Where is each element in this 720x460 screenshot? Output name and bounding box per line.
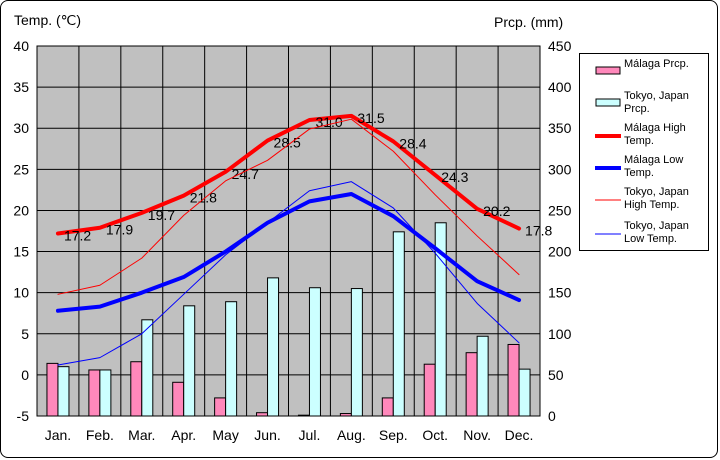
left-axis-title: Temp. (℃): [14, 12, 82, 28]
x-tick-label: Sep.: [379, 427, 408, 443]
legend-item: Tokyo, Japan High Temp.: [580, 184, 710, 224]
legend-swatch: [595, 233, 621, 235]
bar-malaga-prcp: [46, 362, 59, 417]
bar-malaga-prcp: [381, 397, 394, 417]
bar-tokyo-prcp: [350, 288, 363, 417]
bar-malaga-prcp: [172, 381, 185, 417]
x-tick-label: Apr.: [171, 427, 196, 443]
bar-tokyo-prcp: [99, 369, 112, 417]
legend-item: Málaga High Temp.: [580, 120, 710, 160]
y-right-tick-label: 150: [548, 285, 572, 301]
bar-malaga-prcp: [88, 369, 101, 417]
legend-swatch: [595, 98, 621, 107]
series-line-2: [57, 118, 520, 295]
data-label: 24.3: [441, 169, 468, 185]
bar-tokyo-prcp: [518, 368, 531, 417]
y-right-tick-label: 100: [548, 326, 572, 342]
legend-swatch: [595, 166, 621, 170]
bar-tokyo-prcp: [267, 277, 280, 417]
legend-label: Málaga High Temp.: [624, 122, 686, 147]
legend-item: Málaga Low Temp.: [580, 152, 710, 192]
y-right-tick-label: 200: [548, 244, 572, 260]
bar-malaga-prcp: [423, 363, 436, 417]
x-tick-label: Jan.: [45, 427, 71, 443]
bar-malaga-prcp: [214, 397, 227, 417]
x-tick-label: Feb.: [86, 427, 114, 443]
series-line-3: [57, 181, 520, 366]
bar-malaga-prcp: [465, 352, 478, 417]
data-label: 28.5: [274, 135, 301, 151]
y-right-tick-label: 50: [548, 367, 564, 383]
legend-label: Málaga Low Temp.: [624, 154, 684, 179]
bar-malaga-prcp: [507, 343, 520, 417]
legend-label: Málaga Prcp.: [624, 58, 689, 70]
legend-label: Tokyo, Japan High Temp.: [624, 186, 689, 211]
legend-item: Málaga Prcp.: [580, 56, 710, 96]
y-left-tick-label: 5: [21, 326, 29, 342]
data-label: 20.2: [483, 203, 510, 219]
x-tick-label: Jun.: [254, 427, 280, 443]
bar-malaga-prcp: [130, 361, 143, 417]
legend-swatch: [595, 66, 621, 75]
y-right-tick-label: 400: [548, 79, 572, 95]
y-left-tick-label: 25: [13, 161, 29, 177]
series-line-1: [55, 192, 522, 313]
data-label: 31.5: [357, 110, 384, 126]
legend-label: Tokyo, Japan Low Temp.: [624, 220, 689, 245]
y-left-tick-label: 0: [21, 367, 29, 383]
y-left-tick-label: 20: [13, 202, 29, 218]
data-label: 28.4: [399, 135, 426, 151]
y-left-tick-label: 35: [13, 79, 29, 95]
y-left-tick-label: 15: [13, 244, 29, 260]
legend-swatch: [595, 134, 621, 138]
x-tick-label: Dec.: [505, 427, 534, 443]
x-tick-label: Nov.: [463, 427, 491, 443]
legend-label: Tokyo, Japan Prcp.: [624, 90, 689, 115]
y-left-tick-label: 40: [13, 38, 29, 54]
right-axis-title: Prcp. (mm): [494, 14, 564, 30]
x-tick-label: Jul.: [299, 427, 321, 443]
bar-tokyo-prcp: [392, 231, 405, 417]
plot-border: [36, 45, 541, 417]
bar-tokyo-prcp: [225, 301, 238, 417]
y-right-tick-label: 450: [548, 38, 572, 54]
y-left-tick-label: -5: [17, 408, 30, 424]
x-tick-label: May: [212, 427, 238, 443]
data-label: 24.7: [232, 166, 259, 182]
data-label: 17.9: [106, 222, 133, 238]
y-left-tick-label: 10: [13, 285, 29, 301]
legend-swatch: [595, 199, 621, 201]
y-left-tick-label: 30: [13, 120, 29, 136]
series-line-0: [55, 113, 522, 236]
bar-tokyo-prcp: [308, 287, 321, 417]
bar-tokyo-prcp: [183, 305, 196, 417]
bar-tokyo-prcp: [141, 319, 154, 417]
data-label: 19.7: [148, 207, 175, 223]
bar-tokyo-prcp: [476, 335, 489, 417]
y-right-tick-label: 350: [548, 120, 572, 136]
legend: Málaga Prcp. Tokyo, Japan Prcp. Málaga Hig…: [579, 53, 709, 251]
x-tick-label: Oct.: [422, 427, 448, 443]
y-right-tick-label: 250: [548, 202, 572, 218]
legend-item: Tokyo, Japan Prcp.: [580, 88, 710, 128]
legend-item: Tokyo, Japan Low Temp.: [580, 218, 710, 258]
x-tick-label: Mar.: [128, 427, 155, 443]
y-right-tick-label: 300: [548, 161, 572, 177]
data-label: 17.2: [64, 227, 91, 243]
y-right-tick-label: 0: [548, 408, 556, 424]
x-tick-label: Aug.: [337, 427, 366, 443]
data-label: 17.8: [525, 223, 552, 239]
bar-tokyo-prcp: [57, 366, 70, 417]
data-label: 21.8: [190, 190, 217, 206]
